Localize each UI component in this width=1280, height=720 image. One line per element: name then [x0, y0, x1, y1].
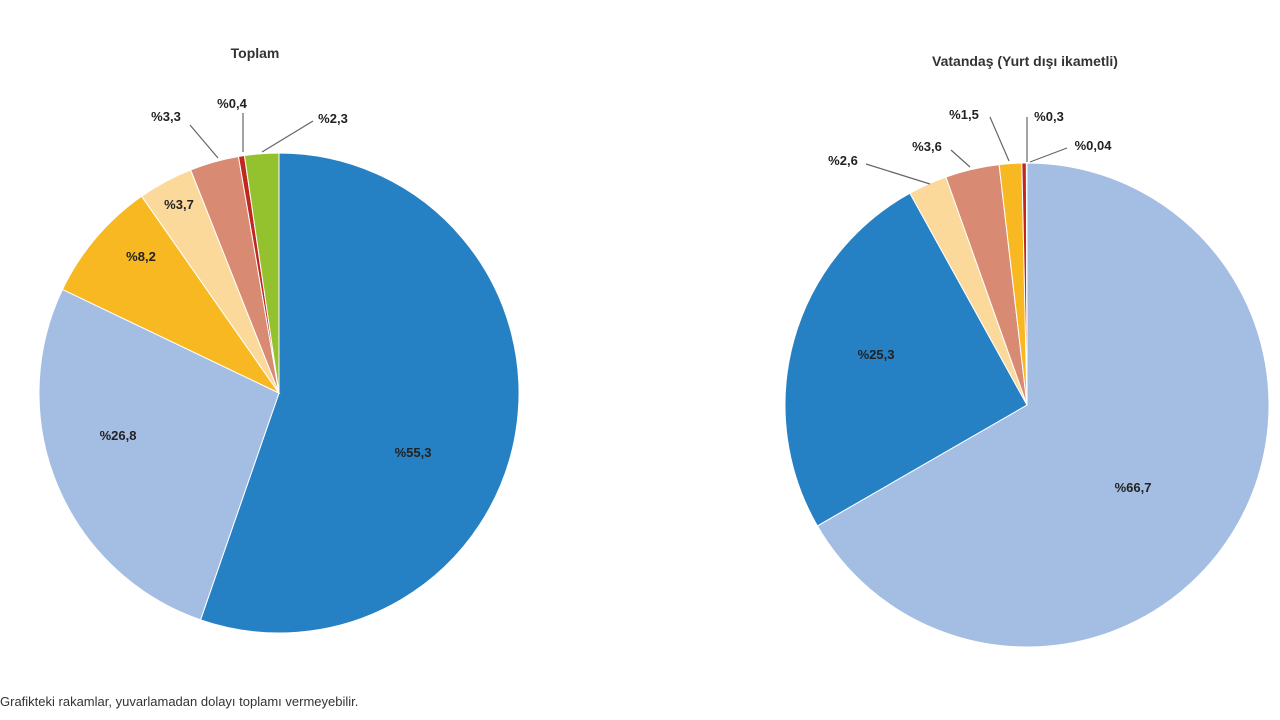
pie-slice [784, 192, 1028, 527]
slice-label: %26,8 [100, 428, 137, 443]
footnote: Grafikteki rakamlar, yuvarlamadan dolayı… [0, 694, 359, 709]
pie-slice [38, 288, 280, 621]
slice-label: %25,3 [858, 347, 895, 362]
pie-slice [199, 152, 520, 634]
pie-slice [243, 152, 280, 394]
leader-line [950, 149, 971, 168]
slice-label: %0,4 [217, 96, 247, 111]
chart-title: Toplam [231, 45, 280, 61]
slice-label: %1,5 [949, 107, 979, 122]
slice-label: %0,04 [1075, 138, 1113, 153]
leader-line [1029, 147, 1068, 163]
slice-label: %8,2 [126, 249, 156, 264]
pie-slice [1025, 162, 1028, 406]
slice-label: %2,3 [318, 111, 348, 126]
slice-label: %3,6 [912, 139, 942, 154]
slice-label: %55,3 [395, 445, 432, 460]
slice-label: %3,7 [164, 197, 194, 212]
leader-line [989, 116, 1010, 162]
pie-slice [816, 162, 1270, 648]
slice-label: %0,3 [1034, 109, 1064, 124]
slice-label: %66,7 [1115, 480, 1152, 495]
leader-line [261, 120, 314, 153]
slice-label: %2,6 [828, 153, 858, 168]
pie-slice [61, 195, 281, 395]
chart-title: Vatandaş (Yurt dışı ikametli) [932, 53, 1118, 69]
slice-label: %3,3 [151, 109, 181, 124]
leader-line [865, 163, 931, 185]
leader-line [189, 124, 219, 159]
